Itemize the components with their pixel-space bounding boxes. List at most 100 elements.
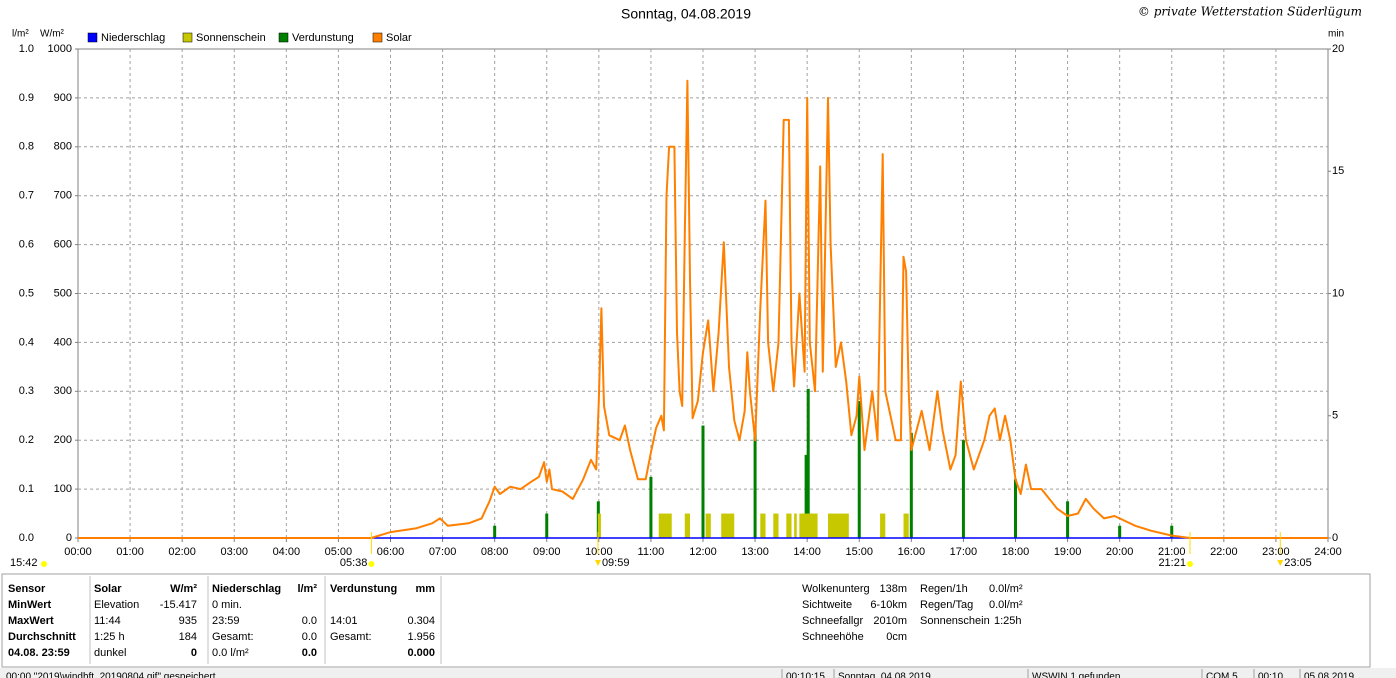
row-label: MaxWert [8,615,54,627]
y2-tick-label: 15 [1332,165,1344,177]
cell-value: 0 [191,647,197,659]
row-label: Sensor [8,583,46,595]
evaporation-bar [753,425,757,538]
x-tick-label: 19:00 [1054,546,1082,558]
y3-tick-label: 1000 [48,43,72,55]
cell-value: 0.0 [302,647,317,659]
y3-tick-label: 600 [54,239,72,251]
x-tick-label: 06:00 [377,546,405,558]
x-tick-label: 12:00 [689,546,717,558]
marker-label: 21:21 [1158,557,1186,569]
y2-tick-label: 0 [1332,532,1338,544]
evaporation-bar [493,525,497,538]
evaporation-bar [1170,525,1174,538]
cell: 14:01 [330,615,358,627]
column-unit: W/m² [170,583,197,595]
info-value: 0.0l/m² [989,599,1023,611]
x-tick-label: 23:00 [1262,546,1290,558]
y3-tick-label: 200 [54,434,72,446]
y-tick-label: 0.7 [19,190,34,202]
status-text: COM 5 [1206,672,1238,678]
plot: 00:00 01:00 02:00 03:00 04:00 05:00 06:00 07:00… [10,32,1344,569]
cell: Elevation [94,599,139,611]
x-tick-label: 09:00 [533,546,561,558]
y3-tick-label: 400 [54,336,72,348]
legend-label: Sonnenschein [196,32,266,44]
y3-tick-label: 900 [54,92,72,104]
info-label: Schneefallgr [802,615,863,627]
x-tick-label: 13:00 [741,546,769,558]
x-tick-label: 00:00 [64,546,92,558]
x-tick-label: 24:00 [1314,546,1342,558]
evaporation-bar [1066,501,1070,538]
y2-tick-label: 20 [1332,43,1344,55]
evaporation-bar [701,425,705,538]
status-text: 00:10:15 [786,672,825,678]
sunshine-bar [684,513,690,538]
x-tick-label: 10:00 [585,546,613,558]
info-label: Sonnenschein [920,615,990,627]
status-bar [0,668,1396,678]
column-unit: l/m² [297,583,317,595]
row-label: Durchschnitt [8,631,76,643]
x-tick-label: 01:00 [116,546,144,558]
cell-value: 1.956 [407,631,435,643]
x-tick-label: 03:00 [220,546,248,558]
info-value: 2010m [873,615,907,627]
evaporation-bar [961,440,965,538]
row-label: MinWert [8,599,52,611]
y3-axis-label: W/m² [40,29,65,40]
cell: 0.0 l/m² [212,647,249,659]
sunshine-bar [760,513,766,538]
x-tick-label: 11:00 [638,546,665,558]
marker-label: 15:42 [10,557,38,569]
y-tick-label: 0.3 [19,385,34,397]
x-tick-label: 14:00 [793,546,821,558]
y2-tick-label: 5 [1332,410,1338,422]
cell-value: 0.304 [407,615,435,627]
y3-tick-label: 300 [54,385,72,397]
cell: 0 min. [212,599,242,611]
status-text: WSWIN 1 gefunden [1032,672,1120,678]
evaporation-bar [649,476,653,538]
cell: 1:25 h [94,631,125,643]
y-tick-label: 1.0 [19,43,34,55]
y-tick-label: 0.0 [19,532,34,544]
y3-tick-label: 0 [66,532,72,544]
y3-tick-label: 700 [54,190,72,202]
y-axis-label: l/m² [12,29,29,40]
cell: 23:59 [212,615,240,627]
column-unit: mm [415,583,435,595]
info-panel [1,573,1371,668]
x-tick-label: 07:00 [429,546,457,558]
evaporation-bar [1014,479,1017,538]
info-label: Wolkenunterg [802,583,870,595]
evaporation-bar [857,401,861,538]
status-text: Sonntag, 04.08.2019 [838,672,931,678]
y2-tick-label: 10 [1332,287,1344,299]
marker-triangle [1277,560,1284,566]
row-label: 04.08. 23:59 [8,647,70,659]
marker-dot [368,561,375,567]
x-tick-label: 08:00 [481,546,509,558]
y-tick-label: 0.9 [19,92,34,104]
line [78,79,1328,539]
legend-swatch [182,32,193,43]
marker-triangle [594,560,601,566]
marker-label: 23:05 [1284,557,1312,569]
status-text: 00:00 "2019\windhft_20190804.gif" gespei… [6,672,216,678]
cell-value: 0.0 [302,631,317,643]
x-tick-label: 22:00 [1210,546,1238,558]
legend-swatch [278,32,289,43]
y-tick-label: 0.5 [19,287,34,299]
cell-value: 0.0 [302,615,317,627]
marker-dot [41,561,47,567]
x-tick-label: 15:00 [845,546,873,558]
evaporation-bar [545,513,549,538]
cell-value: 184 [179,631,197,643]
info-label: Schneehöhe [802,631,864,643]
sunshine-bar [794,513,797,538]
column-head: Niederschlag [212,583,281,595]
evaporation-bar [909,432,913,538]
